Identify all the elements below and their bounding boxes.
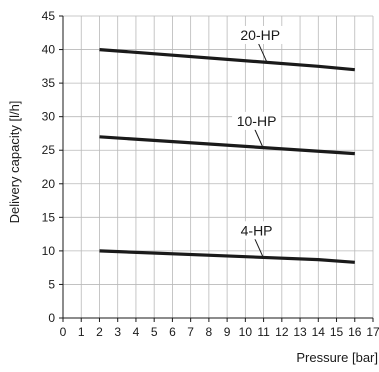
x-tick-label: 1	[78, 325, 85, 339]
x-tick-label: 6	[169, 325, 176, 339]
series-line-10-hp	[99, 135, 355, 156]
x-tick-label: 10	[239, 325, 253, 339]
series-line-20-hp	[99, 48, 355, 72]
y-tick-label: 30	[42, 110, 56, 124]
label-leader	[254, 128, 265, 150]
x-tick-label: 2	[96, 325, 103, 339]
y-tick-label: 5	[48, 277, 55, 291]
label-leader	[254, 238, 265, 259]
axes	[59, 15, 374, 322]
y-tick-label: 10	[42, 244, 56, 258]
x-tick-label: 15	[330, 325, 344, 339]
x-tick-label: 8	[206, 325, 213, 339]
label-leader	[257, 42, 268, 64]
y-tick-label: 45	[42, 9, 56, 23]
series-labels: 20-HP 10-HP 4-HP	[232, 25, 285, 259]
x-tick-label: 7	[187, 325, 194, 339]
label-background	[232, 111, 282, 130]
x-tick-label: 9	[224, 325, 231, 339]
x-tick-label: 0	[60, 325, 67, 339]
label-background	[236, 221, 277, 240]
label-background	[235, 25, 285, 44]
y-tick-label: 15	[42, 210, 56, 224]
y-tick-label: 35	[42, 76, 56, 90]
x-tick-label: 11	[257, 325, 270, 339]
x-tick-label: 12	[275, 325, 289, 339]
y-tick-label: 0	[48, 311, 55, 325]
x-tick-label: 13	[293, 325, 307, 339]
series-label: 20-HP	[240, 27, 280, 43]
x-tick-labels: 0 1 2 3 4 5 6 7 8 9 10 11 12 13 14 15 16 17	[60, 325, 379, 339]
x-tick-label: 14	[312, 325, 326, 339]
y-tick-labels: 0 5 10 15 20 25 30 35 40 45	[42, 9, 56, 325]
grid	[63, 15, 374, 318]
y-tick-label: 20	[42, 177, 56, 191]
series-line-4-hp	[99, 249, 355, 264]
series	[99, 48, 355, 264]
series-label: 4-HP	[241, 222, 273, 238]
x-tick-label: 4	[133, 325, 140, 339]
x-axis-title: Pressure [bar]	[296, 350, 378, 365]
x-tick-label: 16	[348, 325, 362, 339]
y-tick-label: 40	[42, 43, 56, 57]
x-tick-label: 3	[114, 325, 121, 339]
y-tick-label: 25	[42, 143, 56, 157]
series-label: 10-HP	[237, 113, 277, 129]
x-tick-label: 17	[366, 325, 379, 339]
y-axis-title: Delivery capacity [l/h]	[7, 101, 22, 224]
x-tick-label: 5	[151, 325, 158, 339]
